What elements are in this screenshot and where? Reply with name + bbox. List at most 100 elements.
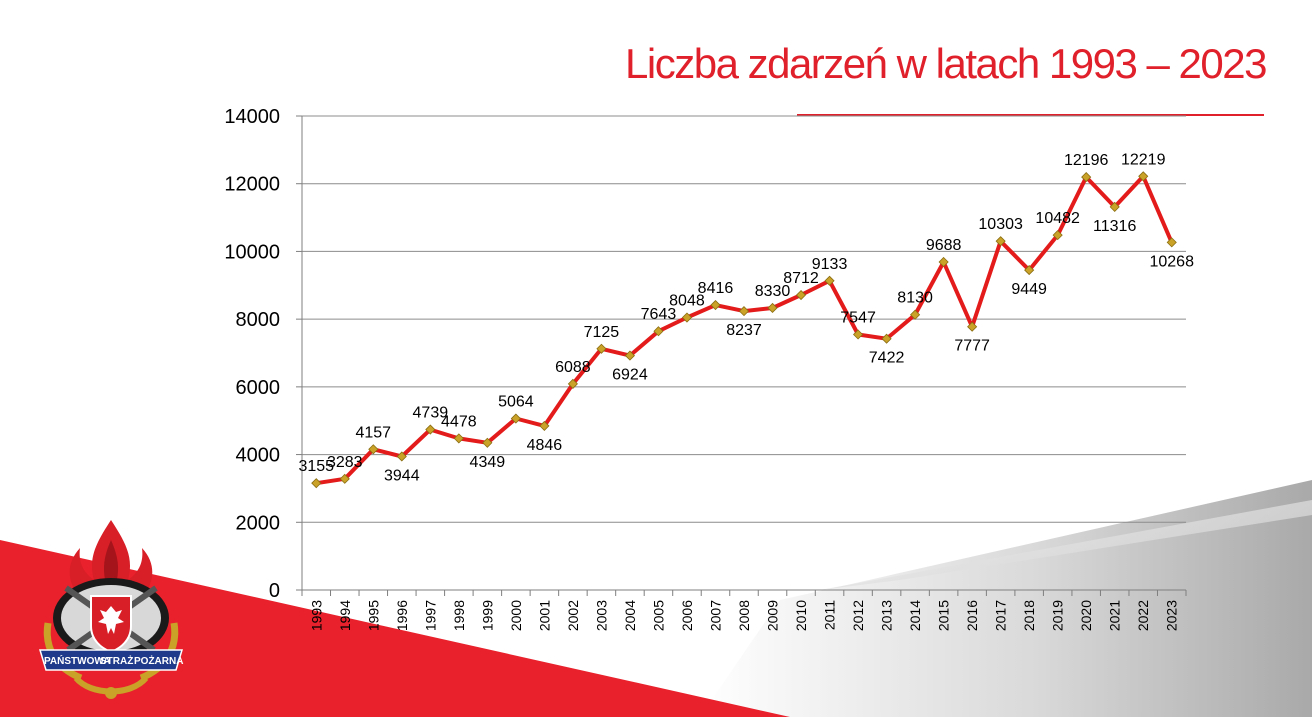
grey-swoosh-shape: [700, 480, 1312, 717]
data-point-marker: [710, 299, 721, 311]
data-point-marker: [852, 329, 864, 340]
data-label: 7643: [641, 306, 677, 323]
data-label: 12196: [1064, 152, 1109, 169]
data-point-marker: [938, 256, 949, 268]
x-tick-label: 2015: [936, 600, 952, 631]
data-label: 7422: [869, 350, 905, 367]
x-tick-label: 2011: [822, 600, 838, 630]
data-point-marker: [510, 413, 521, 424]
x-tick-label: 1996: [394, 600, 410, 631]
axes: 0 2000 4000 6000 8000 10000 12000 14000 1993 1994…: [224, 106, 1187, 631]
x-tick-label: 2000: [508, 600, 524, 631]
series-line: [311, 171, 1177, 489]
logo-text-mid: STRAŻ: [100, 654, 133, 667]
data-label: 4349: [470, 454, 506, 471]
x-tick-label: 2004: [622, 600, 638, 631]
data-label: 8130: [897, 290, 933, 307]
data-point-marker: [910, 309, 921, 320]
data-label: 8048: [669, 293, 705, 310]
x-tick-label: 2017: [993, 600, 1009, 631]
gridlines: [302, 115, 1186, 591]
data-label: 8330: [755, 283, 791, 300]
data-label: 7777: [954, 338, 990, 355]
x-tick-label: 2023: [1164, 600, 1180, 631]
x-tick-label: 2022: [1135, 600, 1151, 631]
data-point-marker: [1138, 171, 1149, 182]
data-label: 9688: [926, 237, 962, 254]
x-tick-label: 2006: [679, 600, 695, 631]
x-tick-label: 2010: [793, 600, 809, 631]
slide-title: Liczba zdarzeń w latach 1993 – 2023: [625, 40, 1267, 87]
y-tick-label: 12000: [224, 174, 280, 196]
x-tick-label: 1997: [422, 600, 438, 631]
logo-text-right: POŻARNA: [134, 654, 183, 667]
data-point-marker: [339, 473, 350, 484]
data-label: 8712: [783, 270, 819, 287]
data-point-marker: [653, 326, 664, 337]
data-point-marker: [1166, 237, 1177, 248]
data-label: 5064: [498, 394, 534, 411]
x-tick-label: 2002: [565, 600, 581, 631]
logo-text-left: PAŃSTWOWA: [44, 654, 110, 667]
y-tick-label: 14000: [224, 106, 280, 128]
data-label: 7125: [584, 324, 620, 341]
x-tick-label: 2003: [593, 600, 609, 631]
data-label: 9449: [1011, 281, 1047, 298]
data-label: 4846: [527, 437, 563, 454]
y-tick-label: 8000: [236, 309, 281, 331]
data-label: 12219: [1121, 151, 1166, 168]
data-point-marker: [624, 350, 636, 361]
data-label: 10303: [978, 216, 1023, 233]
data-point-marker: [425, 424, 436, 435]
red-band-shape: [0, 540, 790, 717]
x-tick-label: 2021: [1107, 600, 1123, 631]
data-point-marker: [1081, 172, 1092, 183]
data-label: 4478: [441, 413, 477, 430]
data-point-marker: [596, 343, 607, 354]
data-point-marker: [482, 437, 493, 448]
title-underline: [797, 114, 1264, 116]
data-label: 3944: [384, 467, 420, 484]
x-tick-label: 2019: [1050, 600, 1066, 631]
data-point-marker: [1024, 265, 1035, 276]
x-tick-label: 2009: [765, 600, 781, 631]
data-label: 4157: [355, 424, 391, 441]
data-point-marker: [738, 306, 750, 317]
data-point-marker: [995, 236, 1006, 247]
data-point-marker: [681, 312, 693, 323]
x-tick-label: 2020: [1078, 600, 1094, 631]
data-label: 4739: [413, 405, 449, 422]
data-label: 9133: [812, 256, 848, 273]
y-tick-label: 10000: [224, 241, 280, 263]
data-label: 7547: [840, 309, 876, 326]
y-tick-label: 6000: [236, 377, 281, 399]
x-tick-label: 2008: [736, 600, 752, 631]
data-point-marker: [567, 378, 578, 389]
data-label: 8237: [726, 322, 762, 339]
x-tick-label: 1995: [365, 600, 381, 631]
y-tick-label: 4000: [236, 445, 281, 467]
x-tick-label: 2013: [879, 600, 895, 631]
data-label: 6924: [612, 367, 648, 384]
data-point-marker: [767, 302, 778, 314]
data-point-marker: [396, 451, 407, 462]
x-tick-label: 1994: [337, 600, 353, 631]
data-point-marker: [824, 275, 835, 286]
data-label: 10268: [1149, 253, 1194, 270]
data-label: 10482: [1035, 210, 1080, 227]
data-point-marker: [1052, 230, 1063, 241]
data-point-marker: [1109, 201, 1120, 212]
grey-highlight-shape: [820, 500, 1312, 590]
x-tick-label: 1999: [479, 600, 495, 631]
x-tick-label: 2001: [536, 600, 552, 631]
data-label: 11316: [1093, 218, 1136, 235]
data-point-marker: [539, 420, 550, 431]
data-label: 3155: [298, 458, 334, 475]
data-point-marker: [795, 289, 807, 301]
x-tick-label: 2018: [1021, 600, 1037, 631]
data-label: 6088: [555, 359, 591, 376]
data-point-marker: [881, 333, 892, 344]
